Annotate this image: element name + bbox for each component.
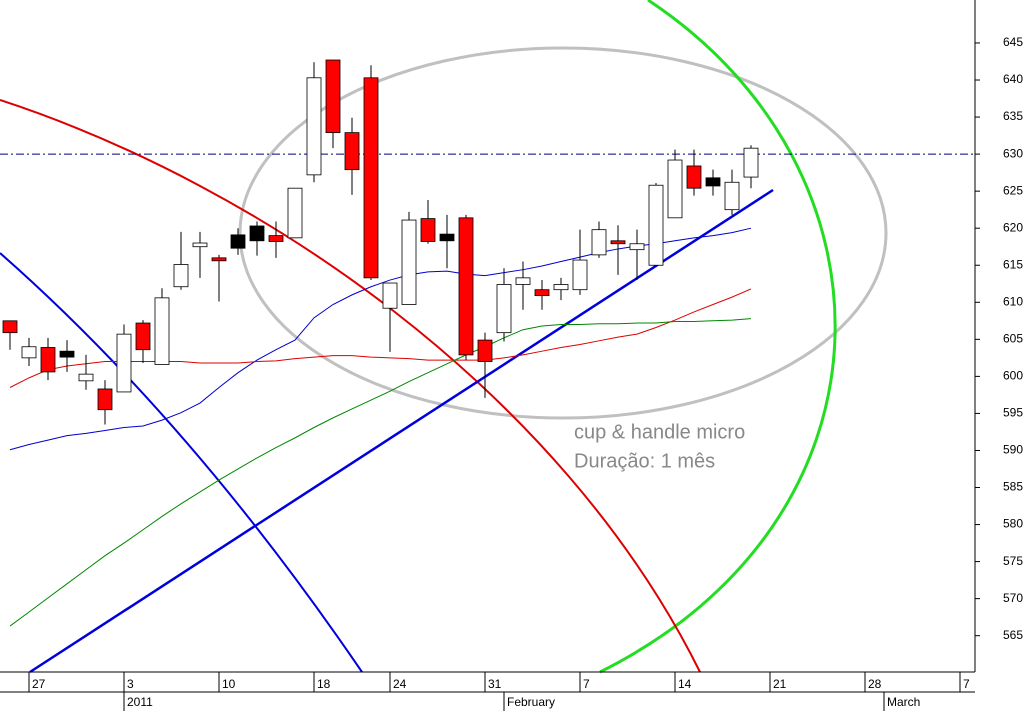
candle-body <box>230 234 246 249</box>
y-tick-label: 615 <box>1003 257 1023 271</box>
candle-body <box>458 217 474 356</box>
candle-body <box>743 147 759 178</box>
candle-body <box>591 229 607 256</box>
y-tick-label: 570 <box>1003 591 1023 605</box>
candle-body <box>705 177 721 187</box>
annotation: Duração: 1 mês <box>574 450 715 472</box>
candle-body <box>420 218 436 242</box>
x-tick-label: 3 <box>127 677 134 691</box>
candle-body <box>21 346 37 359</box>
candle-body <box>667 159 683 219</box>
candle-body <box>648 184 664 266</box>
candle-body <box>477 339 493 362</box>
blue-arc <box>0 252 363 673</box>
candle-body <box>135 322 151 351</box>
candle-body <box>97 388 113 411</box>
y-tick-label: 595 <box>1003 406 1023 420</box>
ellipse <box>238 46 888 420</box>
candle-body <box>572 259 588 291</box>
y-tick-label: 625 <box>1003 183 1023 197</box>
x-tick-label: 18 <box>317 677 331 691</box>
x-tick-label: 7 <box>963 677 970 691</box>
candle-body <box>2 320 18 334</box>
candle-body <box>515 277 531 285</box>
candle-body <box>325 59 341 134</box>
candle-body <box>154 297 170 365</box>
candle-body <box>192 242 208 248</box>
x-tick-label: 31 <box>488 677 502 691</box>
y-tick-label: 605 <box>1003 332 1023 346</box>
x-tick-label: 28 <box>868 677 882 691</box>
y-tick-label: 565 <box>1003 628 1023 642</box>
moving-average <box>9 318 752 627</box>
period-label: February <box>507 695 555 709</box>
candle-body <box>610 240 626 245</box>
y-tick-label: 640 <box>1003 72 1023 86</box>
y-tick-label: 635 <box>1003 109 1023 123</box>
candle-body <box>686 165 702 189</box>
y-tick-label: 585 <box>1003 480 1023 494</box>
candle-body <box>249 225 265 242</box>
candle-body <box>173 264 189 288</box>
candle-body <box>287 187 303 239</box>
candle-body <box>211 257 227 262</box>
candle-body <box>553 284 569 291</box>
candle-body <box>306 77 322 176</box>
x-tick-label: 24 <box>393 677 407 691</box>
period-label: March <box>887 695 920 709</box>
y-tick-label: 600 <box>1003 369 1023 383</box>
period-label: 2011 <box>127 695 153 709</box>
candle-body <box>59 350 75 358</box>
green-arc <box>599 0 837 674</box>
y-tick-label: 610 <box>1003 294 1023 308</box>
y-tick-label: 590 <box>1003 443 1023 457</box>
moving-average <box>9 288 752 388</box>
moving-average <box>9 227 752 451</box>
candle-body <box>116 333 132 393</box>
candle-body <box>629 243 645 251</box>
candle-body <box>534 289 550 297</box>
x-tick-label: 10 <box>222 677 236 691</box>
drawings <box>0 0 888 674</box>
candle-body <box>268 235 284 242</box>
y-tick-label: 575 <box>1003 554 1023 568</box>
candle-body <box>363 77 379 279</box>
candle-body <box>724 181 740 211</box>
trend-line <box>29 188 774 674</box>
candle-body <box>496 284 512 334</box>
y-tick-label: 645 <box>1003 35 1023 49</box>
x-tick-label: 27 <box>32 677 46 691</box>
candle-body <box>401 219 417 305</box>
candle-body <box>344 132 360 171</box>
candle-body <box>439 233 455 242</box>
candle-body <box>40 347 56 373</box>
y-tick-label: 580 <box>1003 517 1023 531</box>
x-tick-label: 21 <box>773 677 787 691</box>
x-tick-label: 7 <box>583 677 590 691</box>
annotation: cup & handle micro <box>574 421 745 443</box>
y-tick-label: 620 <box>1003 220 1023 234</box>
candle-body <box>78 373 94 382</box>
red-arc <box>0 99 701 673</box>
x-tick-label: 14 <box>678 677 692 691</box>
candle-body <box>382 282 398 309</box>
y-tick-label: 630 <box>1003 146 1023 160</box>
